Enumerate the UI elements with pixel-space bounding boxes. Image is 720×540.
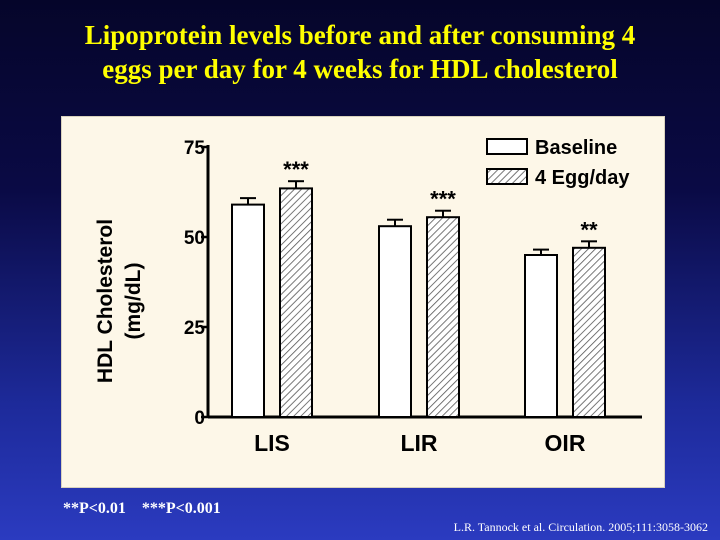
y-tick-label: 0: [194, 408, 205, 429]
y-axis-label-line-1: HDL Cholesterol: [94, 219, 117, 383]
y-tick-label: 75: [184, 138, 206, 159]
bar-baseline: [378, 225, 412, 418]
legend-swatch: [486, 138, 528, 155]
legend-label: 4 Egg/day: [535, 167, 630, 189]
significance-marker: **: [580, 217, 598, 242]
citation: L.R. Tannock et al. Circulation. 2005;11…: [453, 520, 708, 534]
x-category-label: OIR: [545, 430, 586, 456]
legend-label: Baseline: [535, 137, 617, 159]
bar-baseline: [231, 203, 265, 418]
chart-panel: HDL Cholesterol (mg/dL) 0 25 50 75 *** LIS ***…: [61, 116, 665, 488]
bar-4-egg-day: [426, 216, 460, 418]
significance-marker: ***: [283, 157, 309, 182]
legend-swatch: [486, 168, 528, 185]
significance-footnote: **P<0.01 ***P<0.001: [63, 500, 221, 517]
slide-title-line-1: Lipoprotein levels before and after cons…: [84, 20, 636, 50]
slide-title-line-2: eggs per day for 4 weeks for HDL cholest…: [102, 54, 618, 84]
bar-baseline: [524, 254, 558, 418]
bar-4-egg-day: [572, 246, 606, 418]
y-tick-label: 50: [184, 228, 205, 249]
x-category-label: LIR: [400, 430, 437, 456]
x-category-label: LIS: [254, 430, 290, 456]
bar-4-egg-day: [279, 187, 313, 419]
significance-marker: ***: [430, 187, 456, 212]
hdl-bar-chart: HDL Cholesterol (mg/dL) 0255075***LIS***…: [94, 137, 642, 456]
slide-title: Lipoprotein levels before and after cons…: [0, 18, 720, 86]
y-tick-label: 25: [184, 318, 206, 339]
y-axis-label-line-2: (mg/dL): [122, 263, 145, 340]
